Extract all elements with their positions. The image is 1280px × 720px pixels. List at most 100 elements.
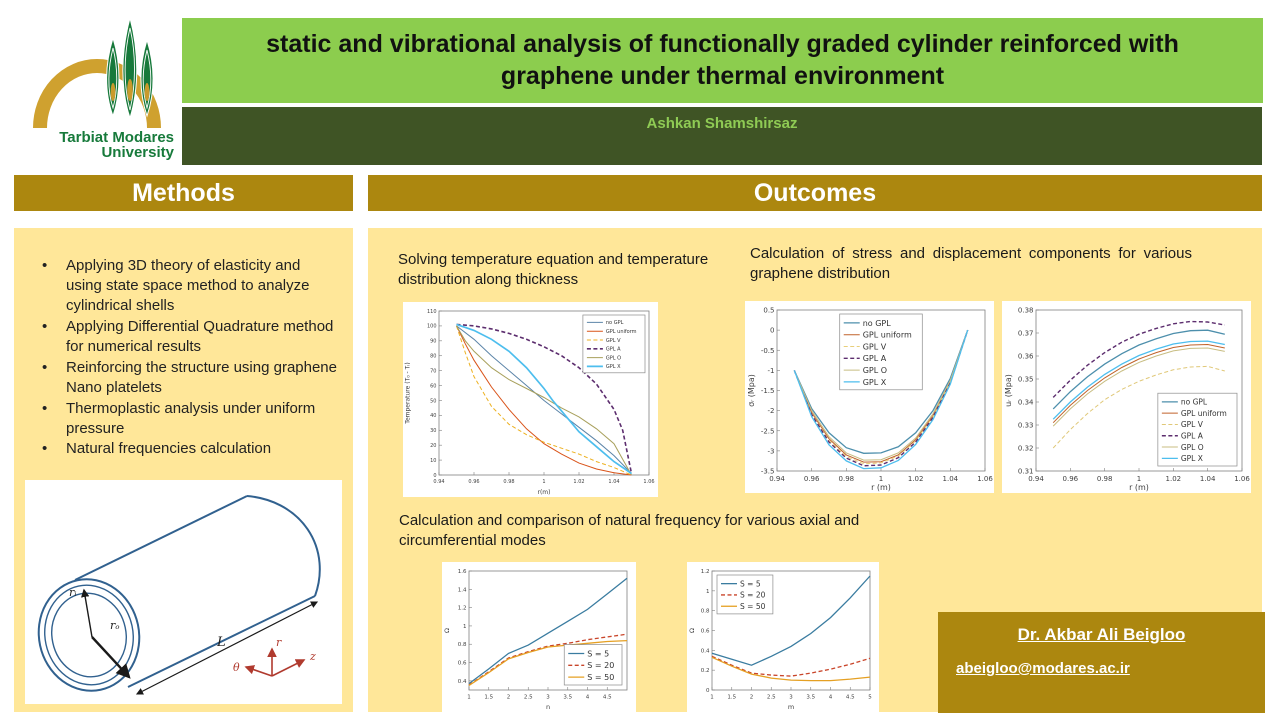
svg-text:0.96: 0.96	[1063, 475, 1079, 483]
svg-text:110: 110	[427, 309, 437, 315]
svg-text:1: 1	[710, 695, 714, 701]
svg-text:σᵣ (Mpa): σᵣ (Mpa)	[747, 374, 756, 407]
svg-text:S = 20: S = 20	[587, 661, 614, 670]
svg-text:Ω: Ω	[443, 628, 451, 633]
svg-text:0.98: 0.98	[839, 475, 855, 483]
outcomes-panel: Solving temperature equation and tempera…	[368, 228, 1265, 713]
frequency-vs-circumferential-mode-chart: 1 1.5 2 2.5 3 3.5 4 4.5 5 0 0.2 0.4 0.6 0.8 1 1.2 m Ω S = …	[687, 562, 879, 712]
methods-bullet: Applying 3D theory of elasticity and usi…	[38, 256, 339, 316]
svg-text:0.34: 0.34	[1018, 399, 1034, 407]
svg-text:S = 50: S = 50	[587, 673, 614, 682]
svg-text:0.6: 0.6	[701, 628, 710, 634]
svg-text:-0.5: -0.5	[761, 347, 775, 355]
svg-text:GPL A: GPL A	[606, 347, 621, 353]
svg-text:50: 50	[430, 398, 436, 404]
svg-text:0.33: 0.33	[1018, 422, 1034, 430]
svg-text:1: 1	[467, 695, 471, 701]
svg-text:S = 20: S = 20	[740, 591, 766, 600]
svg-text:-1: -1	[768, 367, 775, 375]
svg-text:3: 3	[546, 695, 550, 701]
svg-text:no GPL: no GPL	[863, 319, 892, 328]
dimension-arrows	[81, 588, 319, 695]
university-name: Tarbiat Modares University	[10, 129, 174, 162]
svg-text:Ω: Ω	[688, 628, 696, 633]
svg-text:80: 80	[430, 354, 436, 360]
svg-text:0.6: 0.6	[458, 661, 467, 667]
svg-text:0.38: 0.38	[1018, 307, 1034, 315]
svg-text:2: 2	[750, 695, 754, 701]
svg-text:1: 1	[542, 479, 545, 485]
author-name: Ashkan Shamshirsaz	[646, 115, 798, 132]
caption-temperature: Solving temperature equation and tempera…	[398, 251, 709, 289]
svg-text:GPL A: GPL A	[863, 354, 887, 363]
svg-text:-2: -2	[768, 407, 775, 415]
r-axis-label: r	[276, 636, 282, 649]
svg-text:no GPL: no GPL	[606, 320, 624, 326]
svg-text:S = 50: S = 50	[740, 602, 766, 611]
svg-text:no GPL: no GPL	[1181, 398, 1208, 407]
email-link[interactable]: abeigloo@modares.ac.ir	[956, 660, 1130, 677]
svg-text:GPL X: GPL X	[1181, 454, 1203, 463]
svg-text:1.5: 1.5	[484, 695, 493, 701]
svg-text:m: m	[788, 703, 794, 711]
svg-text:Temperature (T₀ - Tᵢ): Temperature (T₀ - Tᵢ)	[404, 362, 411, 424]
methods-bullet: Reinforcing the structure using graphene…	[38, 358, 339, 398]
outer-radius-label: rₒ	[110, 619, 120, 632]
svg-text:20: 20	[430, 443, 436, 449]
svg-text:10: 10	[430, 458, 436, 464]
svg-text:3.5: 3.5	[563, 695, 572, 701]
svg-text:4.5: 4.5	[603, 695, 612, 701]
university-logo-graphic	[33, 16, 161, 129]
svg-text:1.04: 1.04	[943, 475, 959, 483]
svg-text:0.4: 0.4	[701, 648, 710, 654]
svg-text:1: 1	[1137, 475, 1141, 483]
radial-stress-chart: 0.94 0.96 0.98 1 1.02 1.04 1.06 -3.5 -3 -2.5 -2 -1.…	[745, 301, 994, 493]
inner-radius-label: rᵢ	[69, 586, 76, 599]
methods-panel: Applying 3D theory of elasticity and usi…	[14, 228, 353, 712]
cylinder-diagram-graphic: rᵢ rₒ L r z θ	[37, 495, 321, 695]
svg-text:0.31: 0.31	[1018, 468, 1034, 476]
coordinate-axes	[244, 647, 306, 677]
svg-text:0.98: 0.98	[1097, 475, 1113, 483]
svg-text:0.37: 0.37	[1018, 330, 1034, 338]
temperature-distribution-chart: 0.94 0.96 0.98 1 1.02 1.04 1.06 0 10 20 30 40 50 60 70…	[403, 302, 658, 497]
svg-text:0.96: 0.96	[804, 475, 820, 483]
svg-text:0.5: 0.5	[763, 307, 774, 315]
svg-text:1.02: 1.02	[1166, 475, 1182, 483]
svg-text:1.04: 1.04	[608, 479, 619, 485]
methods-header: Methods	[14, 175, 353, 211]
svg-text:0: 0	[433, 473, 436, 479]
svg-text:GPL O: GPL O	[863, 366, 887, 375]
contact-box: Dr. Akbar Ali Beigloo abeigloo@modares.a…	[938, 612, 1265, 713]
svg-text:0.98: 0.98	[503, 479, 514, 485]
methods-bullet: Thermoplastic analysis under uniform pre…	[38, 399, 339, 439]
supervisor-name-link[interactable]: Dr. Akbar Ali Beigloo	[1017, 625, 1186, 644]
svg-text:90: 90	[430, 339, 436, 345]
svg-text:GPL uniform: GPL uniform	[1181, 409, 1227, 418]
logo-trees	[106, 16, 154, 120]
theta-axis-label: θ	[233, 661, 240, 674]
svg-text:0: 0	[770, 327, 774, 335]
svg-text:GPL uniform: GPL uniform	[863, 331, 912, 340]
svg-text:GPL V: GPL V	[606, 338, 621, 344]
svg-text:70: 70	[430, 368, 436, 374]
svg-text:0.36: 0.36	[1018, 353, 1034, 361]
svg-text:S = 5: S = 5	[740, 579, 761, 588]
svg-text:GPL V: GPL V	[863, 342, 887, 351]
svg-text:r(m): r(m)	[538, 489, 551, 496]
svg-text:60: 60	[430, 383, 436, 389]
length-label: L	[216, 635, 226, 650]
author-band: Ashkan Shamshirsaz	[182, 107, 1262, 165]
methods-bullet-list: Applying 3D theory of elasticity and usi…	[38, 256, 339, 459]
methods-bullet: Applying Differential Quadrature method …	[38, 317, 339, 357]
svg-text:1.06: 1.06	[977, 475, 993, 483]
svg-text:0.8: 0.8	[701, 609, 710, 615]
cylinder-diagram: rᵢ rₒ L r z θ	[25, 480, 342, 704]
svg-text:0.2: 0.2	[701, 668, 710, 674]
university-name-line2: University	[101, 144, 174, 162]
svg-text:0.32: 0.32	[1018, 445, 1034, 453]
svg-text:1.4: 1.4	[458, 587, 467, 593]
svg-text:1: 1	[879, 475, 883, 483]
svg-text:0.4: 0.4	[458, 679, 467, 685]
